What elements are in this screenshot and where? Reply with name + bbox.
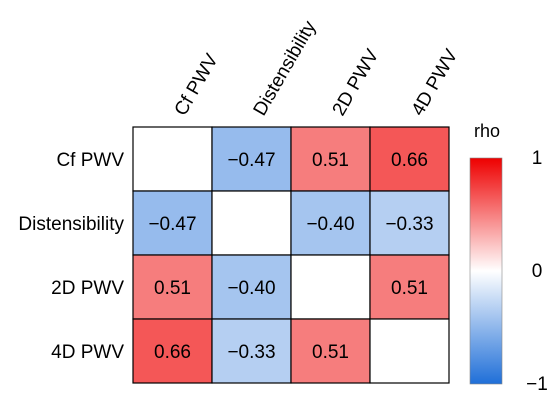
- heatmap-cells: [132, 126, 450, 384]
- cell-value-label: −0.40: [227, 278, 275, 299]
- column-label: Distensibility: [250, 17, 321, 119]
- cell-value-label: 0.51: [391, 278, 428, 299]
- row-label: Cf PWV: [56, 150, 124, 171]
- cell-value-label: 0.51: [312, 150, 349, 171]
- heatmap-cell: [132, 318, 213, 384]
- cell-value-label: 0.51: [154, 278, 191, 299]
- heatmap-cell: [369, 318, 450, 384]
- colorbar-ticks: 1 0 −1: [526, 148, 548, 395]
- row-label: 2D PWV: [51, 278, 124, 299]
- column-labels: Cf PWV Distensibility 2D PWV 4D PWV: [171, 17, 463, 119]
- heatmap-cell: [369, 190, 450, 256]
- cell-value-label: −0.33: [385, 214, 433, 235]
- column-label: Cf PWV: [171, 50, 223, 119]
- row-label: Distensibility: [18, 214, 124, 235]
- colorbar-tick-label: 1: [532, 148, 543, 169]
- colorbar-title: rho: [474, 121, 500, 141]
- heatmap-cell: [211, 254, 292, 320]
- heatmap-cell: [132, 126, 213, 192]
- cell-value-label: −0.47: [227, 150, 275, 171]
- heatmap-cell-labels: −0.47 0.51 0.66 −0.47 −0.40 −0.33 0.51 −0.40 0.5…: [148, 150, 433, 363]
- cell-value-label: −0.33: [227, 342, 275, 363]
- cell-value-label: 0.66: [154, 342, 191, 363]
- colorbar: rho 1 0 −1: [469, 121, 548, 395]
- heatmap-cell: [211, 126, 292, 192]
- cell-value-label: −0.40: [306, 214, 354, 235]
- heatmap-cell: [369, 254, 450, 320]
- row-labels: Cf PWV Distensibility 2D PWV 4D PWV: [18, 150, 124, 363]
- heatmap-cell: [290, 126, 371, 192]
- cell-value-label: 0.66: [391, 150, 428, 171]
- heatmap-cell: [211, 318, 292, 384]
- cell-value-label: 0.51: [312, 342, 349, 363]
- colorbar-tick-label: 0: [532, 261, 543, 282]
- colorbar-gradient: [469, 157, 503, 385]
- colorbar-tick-label: −1: [526, 374, 548, 395]
- row-label: 4D PWV: [51, 342, 124, 363]
- heatmap-cell: [211, 190, 292, 256]
- cell-value-label: −0.47: [148, 214, 196, 235]
- column-label: 2D PWV: [329, 46, 384, 120]
- column-label: 4D PWV: [408, 46, 463, 120]
- heatmap-cell: [369, 126, 450, 192]
- heatmap-cell: [290, 254, 371, 320]
